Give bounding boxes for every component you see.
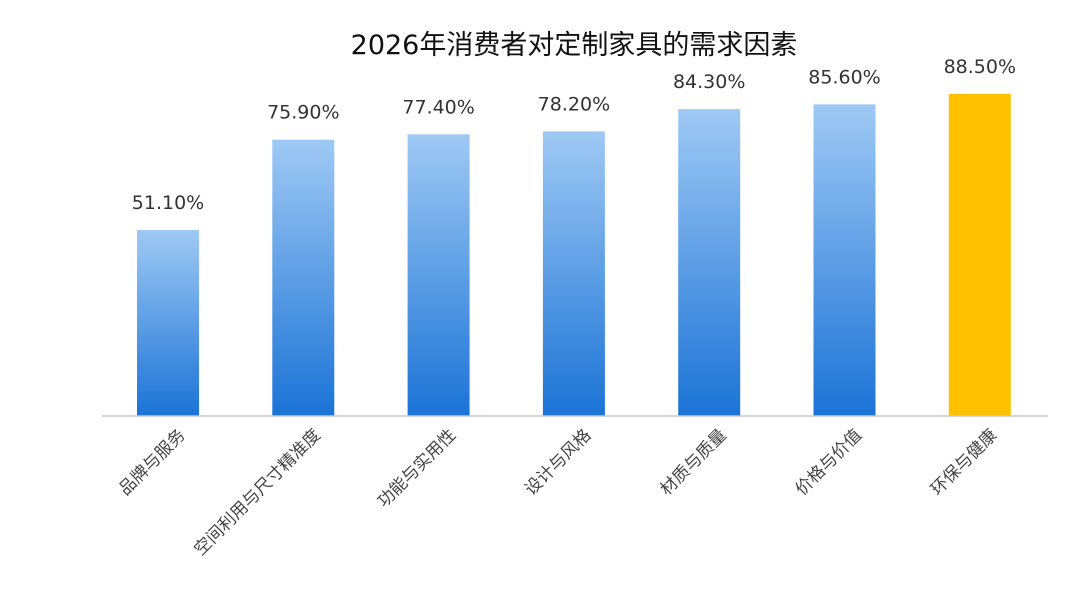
chart-title: 2026年消费者对定制家具的需求因素: [351, 30, 798, 61]
category-label-1: 品牌与服务: [115, 425, 189, 499]
bar-6: [813, 104, 876, 417]
bar-4: [542, 131, 605, 416]
value-label-3: 77.40%: [402, 96, 474, 118]
category-label-7: 环保与健康: [927, 425, 1001, 499]
bar-2: [272, 139, 335, 416]
category-label-5: 材质与质量: [656, 425, 730, 499]
value-label-4: 78.20%: [538, 93, 610, 115]
category-label-2: 空间利用与尺寸精准度: [190, 425, 324, 559]
value-label-5: 84.30%: [673, 71, 745, 93]
category-label-6: 价格与价值: [792, 425, 866, 499]
value-label-7: 88.50%: [944, 56, 1016, 78]
bar-1: [137, 230, 199, 416]
value-label-6: 85.60%: [808, 66, 880, 88]
bar-5: [678, 109, 741, 416]
value-label-1: 51.10%: [132, 192, 204, 214]
bar-7: [948, 93, 1011, 417]
bar-3: [407, 134, 470, 417]
bars-layer: [137, 93, 1011, 417]
value-label-2: 75.90%: [267, 102, 339, 124]
category-label-4: 设计与风格: [521, 425, 595, 499]
category-label-3: 功能与实用性: [374, 425, 460, 511]
